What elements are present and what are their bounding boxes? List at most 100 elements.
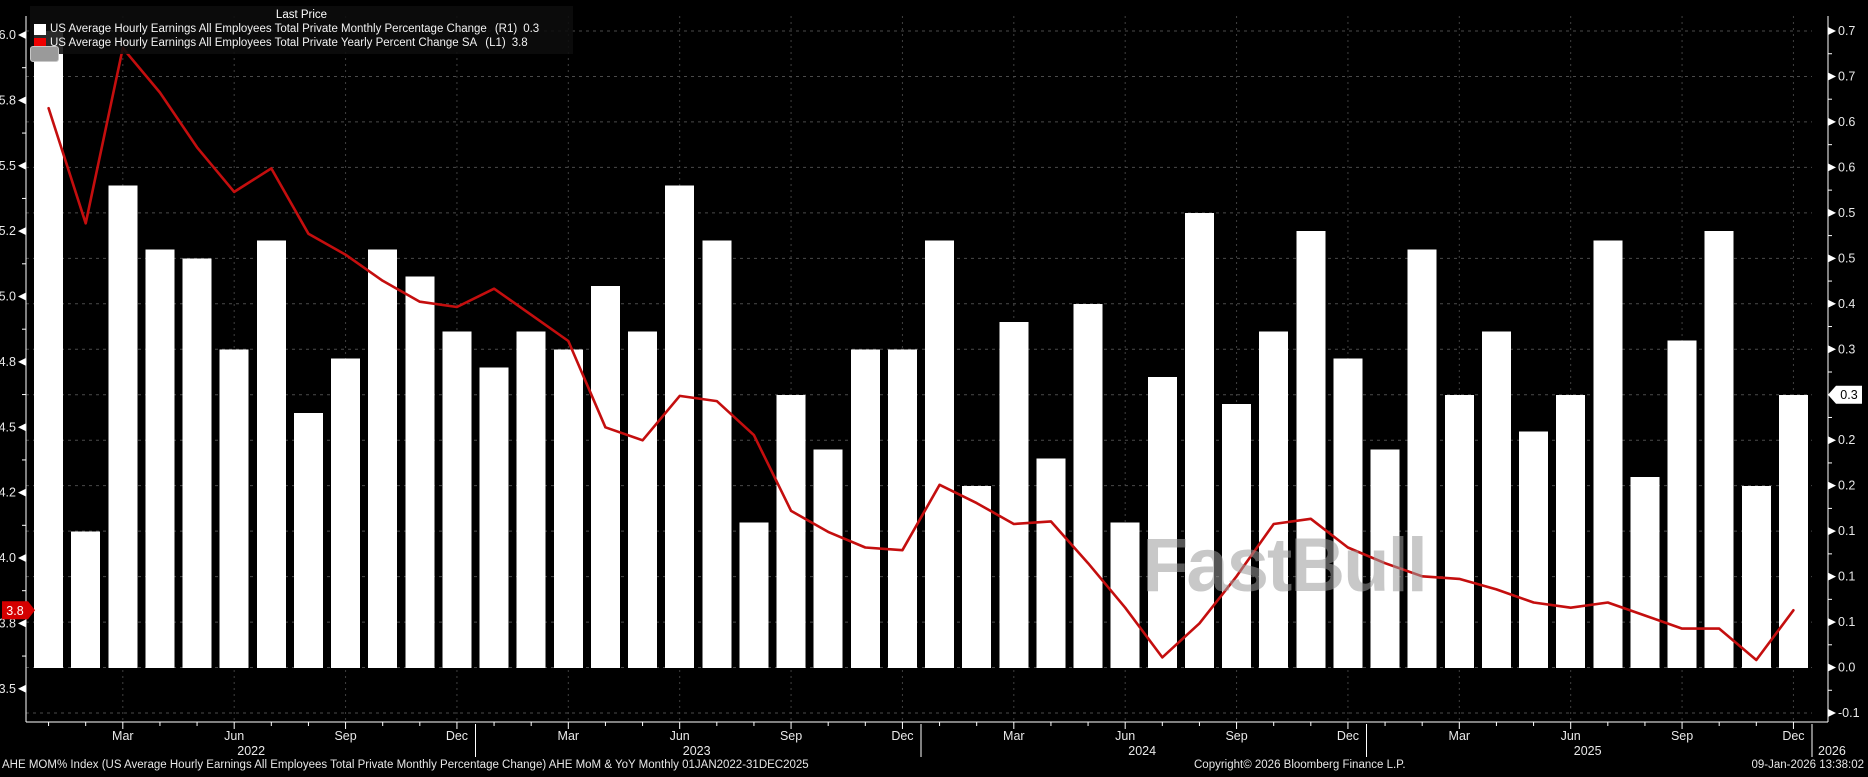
bar-Jul 2025[interactable] [1593, 240, 1623, 669]
left-tick-arrow [18, 357, 26, 366]
bar-Dec 2023[interactable] [887, 349, 917, 669]
left-axis-label: 4.2 [0, 486, 16, 500]
yoy-line-series[interactable] [47, 46, 1795, 662]
bar-Feb 2023[interactable] [516, 331, 546, 668]
month-label: Dec [446, 729, 468, 743]
left-axis-label: 5.8 [0, 93, 16, 107]
bar-May 2023[interactable] [628, 331, 658, 668]
month-label: Jun [1561, 729, 1581, 743]
bar-Sep 2024[interactable] [1222, 404, 1252, 668]
right-tick-arrow [1828, 163, 1836, 172]
month-label: Sep [334, 729, 356, 743]
month-label: Jun [670, 729, 690, 743]
bar-Feb 2022[interactable] [71, 531, 101, 669]
bar-Apr 2024[interactable] [1036, 458, 1066, 668]
bar-Oct 2022[interactable] [368, 249, 398, 668]
mom-last-price-badge-label: 0.3 [1840, 388, 1857, 402]
legend-drag-handle[interactable] [30, 46, 59, 62]
bar-May 2024[interactable] [1073, 304, 1103, 668]
bar-Jun 2023[interactable] [665, 185, 695, 668]
right-tick-arrow [1828, 254, 1836, 263]
right-tick-arrow [1828, 436, 1836, 445]
chart-legend: Last Price US Average Hourly Earnings Al… [30, 6, 573, 54]
right-axis-label: 0.0 [1838, 661, 1855, 675]
legend-series-mom[interactable]: US Average Hourly Earnings All Employees… [34, 22, 569, 36]
right-axis-label: 0.7 [1838, 24, 1855, 38]
bar-Sep 2022[interactable] [331, 358, 361, 668]
left-axis: 6.0 5.8 5.5 5.2 5.0 4.8 4.5 4.2 4.0 3.8 3.5 3.8 [0, 28, 35, 696]
bar-Jan 2022[interactable] [34, 31, 64, 668]
left-axis-label: 6.0 [0, 28, 16, 42]
left-tick-arrow [18, 619, 26, 628]
bar-Jan 2023[interactable] [479, 367, 509, 668]
left-axis-label: 4.0 [0, 551, 16, 565]
bar-Oct 2024[interactable] [1259, 331, 1289, 668]
bar-Apr 2023[interactable] [590, 285, 620, 668]
bar-Mar 2025[interactable] [1444, 395, 1474, 668]
bar-Nov 2025[interactable] [1741, 486, 1771, 668]
bar-Jan 2024[interactable] [925, 240, 955, 669]
right-tick-arrow [1828, 27, 1836, 35]
bar-Feb 2025[interactable] [1407, 249, 1437, 668]
left-axis-label: 4.5 [0, 420, 16, 434]
month-label: Jun [224, 729, 244, 743]
right-tick-arrow [1828, 72, 1836, 81]
footer-description: AHE MOM% Index (US Average Hourly Earnin… [2, 759, 809, 771]
left-axis-label: 5.5 [0, 159, 16, 173]
yoy-series-axis-tag: (L1) [485, 37, 506, 49]
right-axis-label: -0.1 [1838, 706, 1860, 720]
bar-Aug 2022[interactable] [293, 413, 323, 668]
month-label: Jun [1115, 729, 1135, 743]
month-label: Sep [1225, 729, 1247, 743]
year-label-right-edge: 2026 [1818, 744, 1846, 758]
left-tick-arrow [18, 292, 26, 301]
right-tick-arrow [1828, 481, 1836, 490]
bar-Nov 2024[interactable] [1296, 231, 1326, 668]
bar-May 2022[interactable] [182, 258, 212, 669]
footer-bar: AHE MOM% Index (US Average Hourly Earnin… [0, 756, 1868, 777]
right-tick-arrow [1828, 527, 1836, 536]
bar-Sep 2025[interactable] [1667, 340, 1697, 668]
left-axis-label: 3.8 [0, 616, 16, 630]
bar-Mar 2024[interactable] [999, 322, 1029, 668]
bar-Jul 2023[interactable] [702, 240, 732, 669]
bar-Jun 2025[interactable] [1556, 395, 1586, 668]
bar-Aug 2024[interactable] [1184, 213, 1214, 668]
bar-Sep 2023[interactable] [776, 395, 806, 668]
left-tick-arrow [18, 227, 26, 236]
bar-Jun 2022[interactable] [219, 349, 249, 669]
bar-Feb 2024[interactable] [962, 486, 992, 668]
bar-Nov 2023[interactable] [850, 349, 880, 669]
bar-Mar 2023[interactable] [553, 349, 583, 669]
month-label: Sep [780, 729, 802, 743]
right-axis-label: 0.4 [1838, 297, 1855, 311]
right-axis-label: 0.1 [1838, 570, 1855, 584]
bar-Oct 2025[interactable] [1704, 231, 1734, 668]
bar-Jul 2022[interactable] [256, 240, 286, 669]
yoy-series-last-value: 3.8 [511, 37, 528, 49]
left-axis-label: 5.2 [0, 224, 16, 238]
bar-Nov 2022[interactable] [405, 276, 435, 668]
bar-Aug 2023[interactable] [739, 522, 769, 668]
mom-series-axis-tag: (R1) [494, 23, 518, 35]
bar-Jul 2024[interactable] [1147, 376, 1177, 668]
bar-Oct 2023[interactable] [813, 449, 843, 668]
mom-bar-series [34, 31, 1808, 669]
bar-Apr 2025[interactable] [1481, 331, 1511, 668]
bar-Apr 2022[interactable] [145, 249, 175, 668]
left-tick-arrow [18, 96, 26, 105]
right-tick-arrow [1828, 709, 1836, 718]
bar-May 2025[interactable] [1519, 431, 1549, 668]
month-label: Mar [1449, 729, 1471, 743]
left-tick-arrow [18, 31, 26, 39]
bar-Dec 2025[interactable] [1778, 395, 1808, 668]
legend-title: Last Price [275, 9, 328, 21]
bar-Dec 2022[interactable] [442, 331, 472, 668]
yoy-series-label: US Average Hourly Earnings All Employees… [50, 37, 478, 49]
bar-Aug 2025[interactable] [1630, 476, 1660, 668]
bar-Mar 2022[interactable] [108, 185, 138, 668]
legend-series-yoy[interactable]: US Average Hourly Earnings All Employees… [34, 36, 569, 50]
bar-Dec 2024[interactable] [1333, 358, 1363, 668]
